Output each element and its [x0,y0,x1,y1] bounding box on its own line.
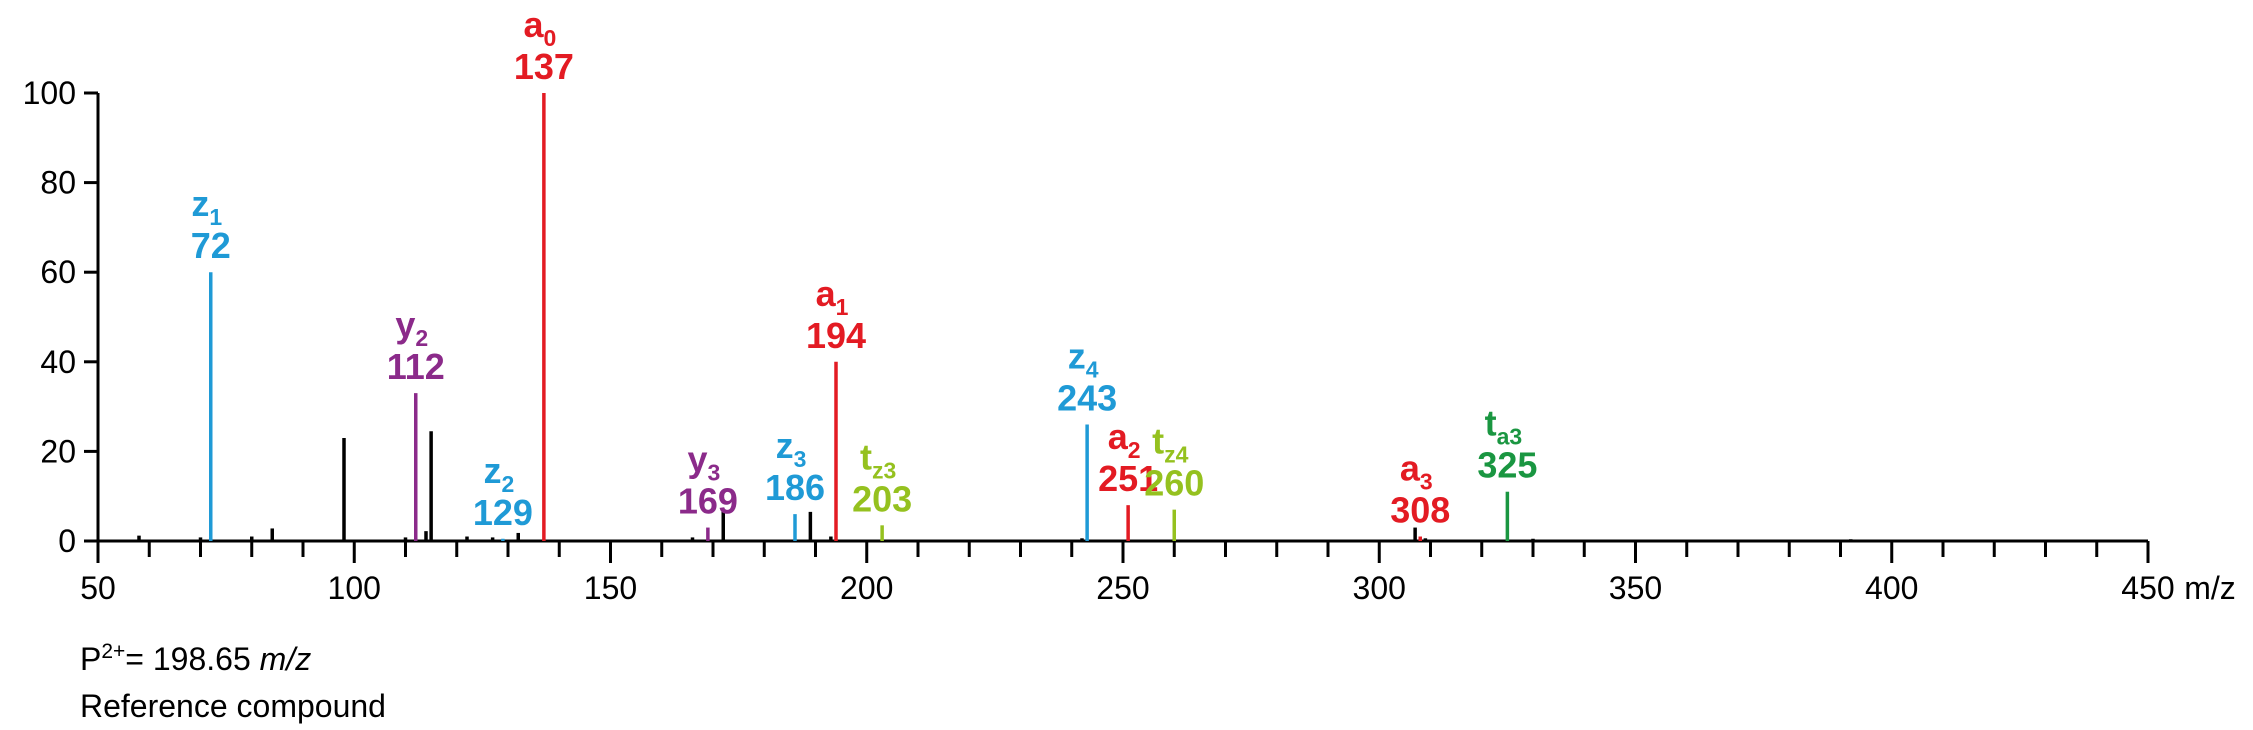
peak-ion-label: ta3 [1485,403,1523,450]
y-tick-label: 100 [23,75,76,111]
x-axis-unit-label: m/z [2184,570,2236,606]
precursor-value: = 198.65 [125,641,251,677]
peak-mz-label: 137 [514,46,574,87]
peak-ion-label: z1 [191,183,222,230]
compound-label: Reference compound [80,688,386,724]
precursor-line: P2+= 198.65 m/z [80,628,386,683]
x-tick-label: 400 [1865,570,1918,606]
peak-ion-label: tz4 [1152,421,1189,468]
peak-mz-label: 308 [1390,490,1450,531]
y-tick-label: 80 [40,165,76,201]
precursor-prefix: P [80,641,102,677]
y-tick-label: 40 [40,344,76,380]
axes: 0 20 40 60 80 100 50 100 150 200 250 300 350 400 450 m/… [23,75,2236,606]
peak-mz-label: 203 [852,478,912,519]
peak-mz-label: 243 [1057,378,1117,419]
peak-ion-label: a2 [1108,416,1141,463]
y-tick-label: 0 [58,523,76,559]
peak-mz-label: 186 [765,467,825,508]
y-tick-label: 20 [40,433,76,469]
peak-ion-label: y3 [687,439,720,486]
figure-caption: P2+= 198.65 m/z Reference compound [80,628,386,730]
peak-ion-label: z3 [776,425,807,472]
peak-ion-label: a0 [523,4,556,51]
peak-mz-label: 251 [1098,458,1158,499]
x-tick-label: 250 [1096,570,1149,606]
peak-mz-label: 260 [1144,463,1204,504]
peak-mz-label: 325 [1477,445,1537,486]
x-tick-label: 100 [328,570,381,606]
precursor-charge: 2+ [101,640,126,663]
x-tick-label: 50 [80,570,116,606]
x-tick-label: 300 [1353,570,1406,606]
x-tick-label: 450 [2121,570,2174,606]
peak-ion-label: tz3 [860,436,896,483]
precursor-unit: m/z [259,641,312,677]
peak-mz-label: 169 [678,481,738,522]
x-tick-label: 150 [584,570,637,606]
peaks [137,93,1853,541]
peak-ion-label: z4 [1068,336,1099,383]
peak-mz-label: 112 [387,346,445,387]
peak-ion-label: a1 [816,273,849,320]
x-tick-label: 350 [1609,570,1662,606]
x-tick-label: 200 [840,570,893,606]
peak-mz-label: 129 [473,492,533,533]
peak-ion-label: y2 [395,304,428,351]
peak-ion-label: a3 [1400,448,1433,495]
y-tick-label: 60 [40,254,76,290]
peak-ion-label: z2 [483,450,514,497]
peak-mz-label: 194 [806,315,866,356]
peak-mz-label: 72 [191,225,231,266]
